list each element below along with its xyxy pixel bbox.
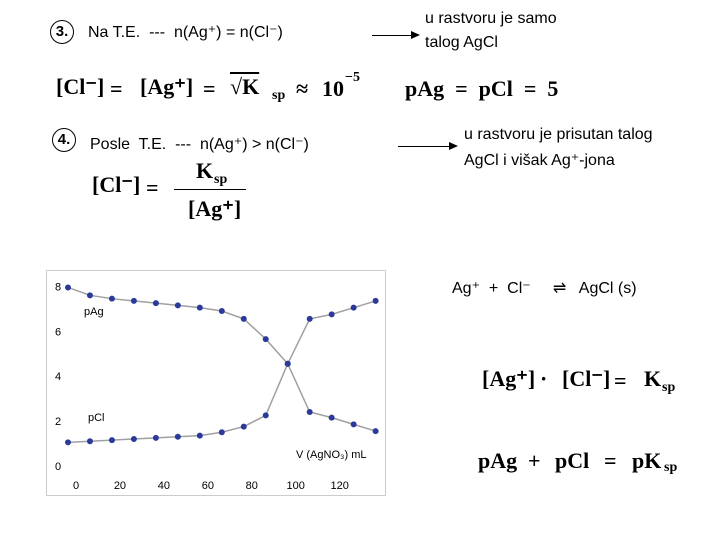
formula-term: [Ag⁺] <box>140 74 194 99</box>
p-formula: pAg = pCl = 5 <box>405 76 559 101</box>
x-tick-label: 120 <box>330 480 348 492</box>
result-line: u rastvoru je prisutan talog <box>464 126 653 143</box>
data-point <box>372 428 379 435</box>
arrow <box>398 142 458 150</box>
data-point <box>65 439 71 446</box>
data-point <box>306 315 313 322</box>
formula-op: = <box>614 368 627 393</box>
series-label: pAg <box>84 306 104 318</box>
formula-sub: sp <box>214 172 228 187</box>
x-tick-label: 60 <box>202 480 214 492</box>
formula-sub: sp <box>664 460 678 475</box>
x-tick-label: 100 <box>287 480 305 492</box>
result-line: talog AgCl <box>425 34 498 51</box>
result-line: u rastvoru je samo <box>425 10 557 27</box>
fraction-denominator: [Ag⁺] <box>188 196 242 221</box>
y-tick-label: 8 <box>55 281 61 293</box>
data-point <box>196 304 203 311</box>
formula-term: K <box>644 366 662 391</box>
formula-op: · <box>540 366 548 391</box>
condition: Posle T.E. --- n(Ag⁺) > n(Cl⁻) <box>90 136 309 153</box>
formula-op: = <box>146 175 159 200</box>
x-tick-label: 40 <box>158 480 170 492</box>
formula-op: = <box>604 448 617 473</box>
data-point <box>218 308 225 315</box>
data-point <box>306 409 313 416</box>
arrow <box>372 31 420 39</box>
formula-op: = <box>110 76 123 101</box>
data-point <box>262 412 269 419</box>
condition: Na T.E. --- n(Ag⁺) = n(Cl⁻) <box>88 24 283 41</box>
data-point <box>372 297 379 304</box>
data-point <box>218 429 225 436</box>
data-point <box>196 432 203 439</box>
data-point <box>240 315 247 322</box>
formula-op: ≈ <box>296 76 309 101</box>
data-point <box>350 304 357 311</box>
data-point <box>130 297 137 304</box>
y-tick-label: 2 <box>55 416 61 428</box>
data-point <box>65 284 71 291</box>
fraction-bar <box>174 189 246 190</box>
data-point <box>174 433 181 440</box>
data-point <box>86 438 93 445</box>
formula-term: pCl <box>555 448 590 473</box>
data-point <box>152 434 159 441</box>
data-point <box>130 435 137 442</box>
data-point <box>328 414 335 421</box>
formula-op: = <box>203 76 216 101</box>
formula-term: pK <box>632 448 662 473</box>
formula-term: [Ag⁺] <box>482 366 536 391</box>
item-number: 4. <box>52 128 76 152</box>
data-point <box>86 292 93 299</box>
formula-term: [Cl⁻] <box>562 366 611 391</box>
formula-term: pAg <box>478 448 518 473</box>
formula-term: 10 <box>322 76 344 101</box>
item-number: 3. <box>50 20 74 44</box>
data-point <box>174 302 181 309</box>
y-tick-label: 4 <box>55 371 61 383</box>
data-point <box>284 360 291 367</box>
formula-term: [Cl⁻] <box>92 172 141 197</box>
data-point <box>350 421 357 428</box>
series-label: pCl <box>88 412 105 424</box>
formula-sup: −5 <box>345 70 360 85</box>
x-axis-label: V (AgNO₃) mL <box>296 449 367 461</box>
formula-op: + <box>528 448 541 473</box>
x-tick-label: 0 <box>73 480 79 492</box>
y-tick-label: 0 <box>55 461 61 473</box>
formula-sub: sp <box>272 88 286 103</box>
data-point <box>108 437 115 444</box>
data-point <box>152 300 159 307</box>
y-tick-label: 6 <box>55 326 61 338</box>
result-line: AgCl i višak Ag⁺-jona <box>464 152 615 169</box>
formula-term: [Cl⁻] <box>56 74 105 99</box>
data-point <box>262 336 269 343</box>
data-point <box>108 295 115 302</box>
x-tick-label: 80 <box>246 480 258 492</box>
equilibrium: Ag⁺ + Cl⁻ ⇌ AgCl (s) <box>452 280 637 297</box>
formula-sub: sp <box>662 380 676 395</box>
formula-term: √K <box>230 74 260 99</box>
x-tick-label: 20 <box>114 480 126 492</box>
fraction-numerator: K <box>196 158 214 183</box>
chart-frame <box>46 270 386 496</box>
data-point <box>328 311 335 318</box>
data-point <box>240 423 247 430</box>
